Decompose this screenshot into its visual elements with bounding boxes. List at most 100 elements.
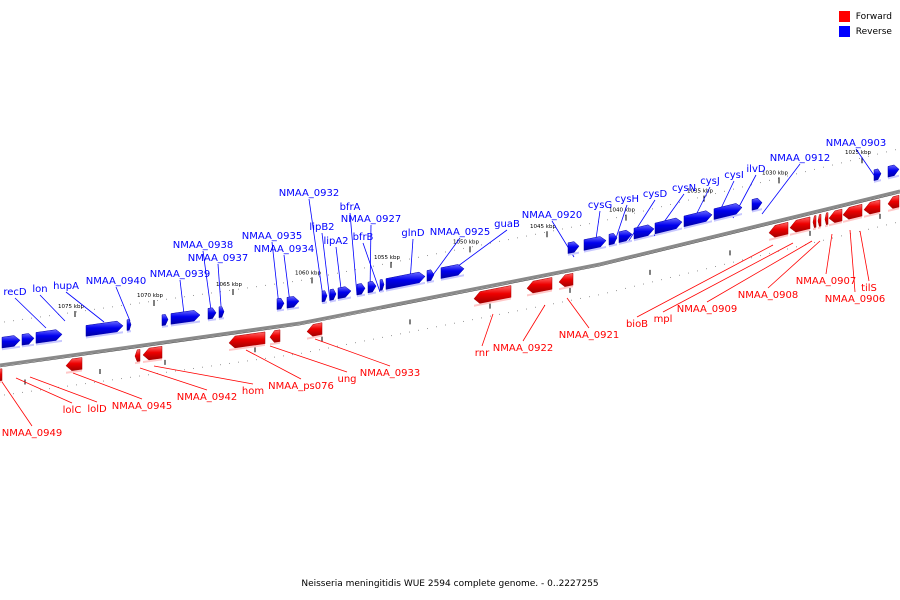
reverse-gene-arrow xyxy=(873,168,882,182)
guide-dot xyxy=(814,241,815,243)
leader-line-cysd xyxy=(627,199,656,243)
guide-dot xyxy=(148,301,149,303)
gene-label-nmaa-0937: NMAA_0937 xyxy=(188,253,249,264)
gene-label-nmaa-ps076: NMAA_ps076 xyxy=(268,381,334,392)
reverse-gene-arrow xyxy=(583,236,607,251)
guide-dot xyxy=(463,247,464,249)
reverse-gene-arrow xyxy=(286,296,300,309)
gene-label-cysj: cysJ xyxy=(700,176,720,187)
guide-dot xyxy=(184,296,185,298)
gene-arrow-shadow xyxy=(619,239,632,245)
guide-dot xyxy=(688,272,689,274)
gene-label-nmaa-0940: NMAA_0940 xyxy=(86,276,147,287)
guide-dot xyxy=(94,308,95,310)
gene-arrow-shadow xyxy=(818,226,821,229)
gene-label-nmaa-0912: NMAA_0912 xyxy=(770,153,831,164)
gene-label-nmaa-0945: NMAA_0945 xyxy=(112,401,173,412)
reverse-gene-arrow xyxy=(21,333,35,346)
guide-dot xyxy=(517,237,518,239)
kbp-tick-label: 1035 kbp xyxy=(687,189,713,195)
guide-dot xyxy=(562,228,563,230)
guide-dot xyxy=(787,248,788,250)
guide-dot xyxy=(103,380,104,382)
guide-dot xyxy=(220,291,221,293)
leader-line-nmaa-0912 xyxy=(761,163,801,215)
reverse-gene-arrow xyxy=(385,271,426,290)
forward-gene-arrow xyxy=(269,329,281,343)
guide-dot xyxy=(481,244,482,246)
forward-swatch xyxy=(838,11,850,22)
forward-gene-arrow xyxy=(0,368,3,382)
gene-label-lold: lolD xyxy=(87,404,107,415)
reverse-gene-arrow xyxy=(170,310,201,325)
guide-dot xyxy=(643,210,644,212)
forward-gene-arrow xyxy=(306,322,323,337)
gene-label-nmaa-0922: NMAA_0922 xyxy=(493,343,554,354)
guide-dot xyxy=(661,279,662,281)
reverse-gene-arrow xyxy=(356,283,366,296)
guide-dot xyxy=(787,175,788,177)
guide-dot xyxy=(616,217,617,219)
guide-dot xyxy=(445,251,446,253)
guide-dot xyxy=(4,321,5,323)
gene-arrow-shadow xyxy=(22,343,34,348)
guide-dot xyxy=(850,160,851,162)
guide-dot xyxy=(112,379,113,381)
legend-forward-label: Forward xyxy=(855,11,892,22)
leader-line-nmaa-0906 xyxy=(849,229,856,293)
reverse-gene-arrow xyxy=(713,203,743,221)
gene-label-nmaa-0906: NMAA_0906 xyxy=(825,294,886,305)
guide-dot xyxy=(202,366,203,368)
leader-line-recd xyxy=(14,297,47,329)
gene-label-lipa2: lipA2 xyxy=(323,236,348,247)
guide-dot xyxy=(832,164,833,166)
guide-dot xyxy=(796,173,797,175)
guide-dot xyxy=(409,331,410,333)
forward-gene-arrow xyxy=(558,273,574,288)
guide-dot xyxy=(346,270,347,272)
guide-dot xyxy=(40,389,41,391)
guide-dot xyxy=(202,293,203,295)
guide-dot xyxy=(193,367,194,369)
leader-line-nmaa-0908 xyxy=(767,240,821,289)
guide-dot xyxy=(661,206,662,208)
guide-dot xyxy=(193,294,194,296)
gene-arrow-shadow xyxy=(609,243,617,248)
gene-label-nmaa-0903: NMAA_0903 xyxy=(826,138,887,149)
genome-caption: Neisseria meningitidis WUE 2594 complete… xyxy=(301,579,599,589)
kbp-tick-label: 1045 kbp xyxy=(530,224,556,230)
guide-dot xyxy=(778,250,779,252)
leader-line-nmaa-0945 xyxy=(72,372,143,400)
guide-dot xyxy=(409,258,410,260)
gene-label-nmaa-0949: NMAA_0949 xyxy=(2,428,63,439)
guide-dot xyxy=(436,326,437,328)
gene-arrow-shadow xyxy=(0,380,2,383)
guide-dot xyxy=(832,237,833,239)
leader-line-nmaa-0938 xyxy=(202,250,212,311)
gene-label-lipb2: lipB2 xyxy=(309,222,334,233)
guide-dot xyxy=(472,319,473,321)
gene-arrow-shadow xyxy=(843,216,862,223)
gene-arrow-shadow xyxy=(559,285,573,291)
guide-dot xyxy=(22,318,23,320)
guide-dot xyxy=(400,333,401,335)
guide-dot xyxy=(679,201,680,203)
gene-arrow-shadow xyxy=(143,358,162,363)
guide-dot xyxy=(490,242,491,244)
guide-dot xyxy=(760,182,761,184)
guide-dot xyxy=(211,365,212,367)
guide-dot xyxy=(706,268,707,270)
guide-dot xyxy=(103,307,104,309)
gene-arrow-shadow xyxy=(813,227,816,231)
leader-line-nmaa-0942 xyxy=(139,367,208,391)
guide-dot xyxy=(634,285,635,287)
guide-dot xyxy=(301,352,302,354)
gene-label-cysg: cysG xyxy=(588,200,612,211)
guide-dot xyxy=(67,385,68,387)
guide-dot xyxy=(841,235,842,237)
kbp-tick-label: 1050 kbp xyxy=(453,239,479,245)
guide-dot xyxy=(301,279,302,281)
guide-dot xyxy=(166,298,167,300)
